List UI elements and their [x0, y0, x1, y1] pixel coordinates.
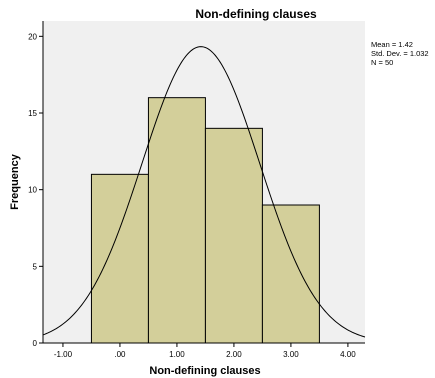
- stats-n: N = 50: [371, 58, 393, 67]
- x-tick-label: 3.00: [283, 350, 299, 359]
- bars-group: [90, 97, 320, 344]
- chart-title: Non-defining clauses: [195, 7, 317, 21]
- y-tick-label: 0: [33, 339, 38, 348]
- y-axis-title: Frequency: [9, 153, 21, 210]
- y-ticks-group: 0 5 10 15 20: [28, 32, 43, 348]
- histogram-bar-4: [261, 204, 320, 344]
- x-tick-label: 4.00: [340, 350, 356, 359]
- x-ticks-group: -1.00 .00 1.00 2.00 3.00 4.00: [54, 343, 356, 359]
- x-tick-label: -1.00: [54, 350, 73, 359]
- stats-box: Mean = 1.42 Std. Dev. = 1.032 N = 50: [371, 40, 429, 67]
- histogram-bar-3: [204, 127, 263, 344]
- x-axis-title: Non-defining clauses: [149, 365, 260, 377]
- x-tick-label: 1.00: [169, 350, 185, 359]
- y-tick-label: 10: [28, 186, 37, 195]
- y-tick-label: 20: [28, 32, 37, 41]
- histogram-bar-2: [147, 97, 206, 344]
- stats-std-dev: Std. Dev. = 1.032: [371, 49, 429, 58]
- x-tick-label: 2.00: [226, 350, 242, 359]
- x-tick-label: .00: [114, 350, 126, 359]
- y-tick-label: 15: [28, 109, 37, 118]
- normal-curve: [42, 46, 366, 338]
- y-tick-label: 5: [33, 262, 38, 271]
- histogram-bar-1: [90, 173, 149, 344]
- stats-mean: Mean = 1.42: [371, 40, 413, 49]
- axes-group: [42, 21, 365, 344]
